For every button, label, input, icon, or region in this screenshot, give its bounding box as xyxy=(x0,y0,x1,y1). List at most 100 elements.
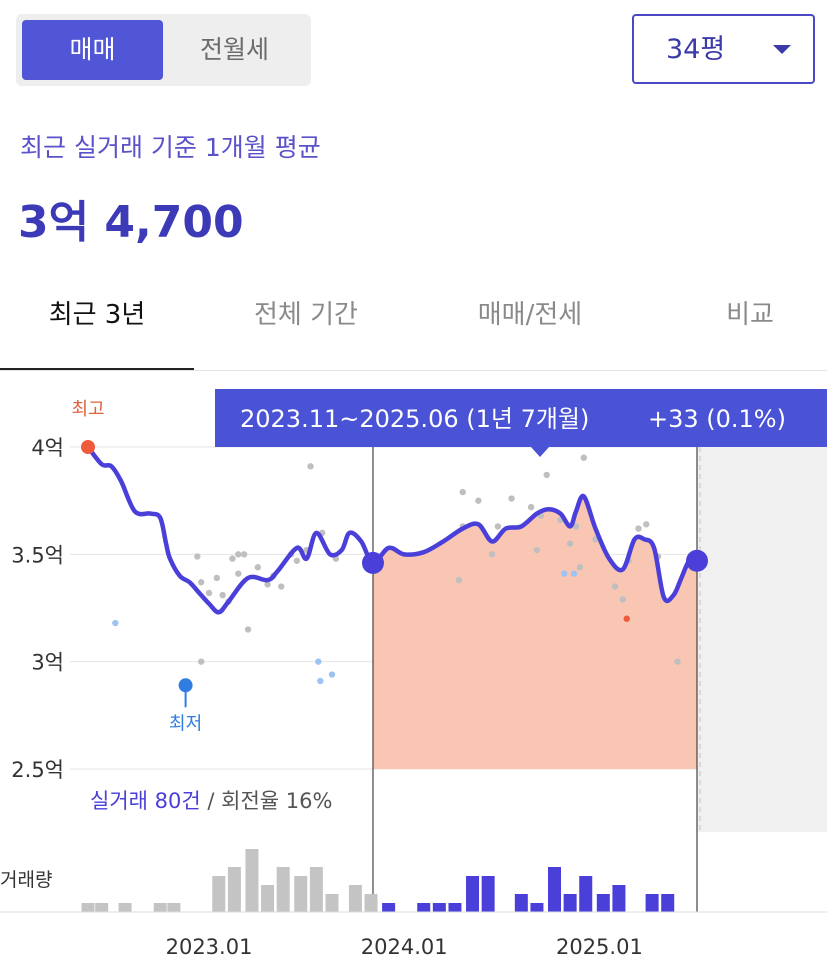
volume-bar xyxy=(309,867,323,912)
volume-bar xyxy=(276,867,290,912)
trade-dot xyxy=(229,555,236,562)
volume-bar xyxy=(294,876,308,912)
turnover-rate: 회전율 16% xyxy=(221,789,332,813)
trade-dot-low xyxy=(328,671,336,678)
rent-tab-button[interactable]: 전월세 xyxy=(199,35,269,64)
y-tick-label: 2.5억 xyxy=(11,758,64,782)
volume-bar xyxy=(466,876,480,912)
range-tooltip-change: +33 (0.1%) xyxy=(648,405,786,433)
tab-all-period[interactable]: 전체 기간 xyxy=(254,300,358,330)
trade-dot-low xyxy=(561,570,568,577)
trade-dot xyxy=(576,564,584,571)
trade-stats-separator: / xyxy=(201,789,221,813)
trade-dot xyxy=(508,495,515,502)
trade-dot xyxy=(494,523,502,530)
volume-bar xyxy=(382,903,396,912)
trade-dot-low xyxy=(570,570,578,577)
trade-dot xyxy=(459,488,466,496)
tab-sale-jeonse[interactable]: 매매/전세 xyxy=(477,300,583,330)
trade-dot-low xyxy=(315,658,322,665)
trade-dot xyxy=(475,497,482,504)
summary-label: 최근 실거래 기준 1개월 평균 xyxy=(20,133,321,162)
range-tooltip-period: 2023.11~2025.06 (1년 7개월) xyxy=(240,405,589,433)
tab-divider xyxy=(0,370,827,371)
volume-bar xyxy=(364,894,378,912)
volume-bar xyxy=(245,849,259,912)
trade-dot xyxy=(240,551,248,558)
trade-dot xyxy=(198,658,205,665)
range-tooltip-box xyxy=(215,389,827,447)
active-tab-indicator xyxy=(0,368,194,371)
volume-bar xyxy=(212,876,226,912)
x-tick-label: 2024.01 xyxy=(361,935,448,959)
price-chart[interactable]: 4억 3.5억 3억 2.5억 최고 최저 2023.11~2025.06 (1년 7… xyxy=(0,372,827,975)
trade-dot xyxy=(219,591,226,599)
trade-dot xyxy=(198,579,205,586)
high-marker: 최고 xyxy=(71,399,105,454)
future-shade xyxy=(697,447,827,832)
volume-bar xyxy=(118,903,132,912)
tab-recent-3y[interactable]: 최근 3년 xyxy=(48,300,146,330)
tab-compare[interactable]: 비교 xyxy=(726,300,774,330)
volume-bar xyxy=(348,885,362,912)
volume-label: 거래량 xyxy=(0,869,52,891)
trade-dot xyxy=(264,581,271,588)
volume-bar xyxy=(448,903,462,912)
volume-bar xyxy=(514,894,528,912)
range-end-handle[interactable] xyxy=(686,549,708,572)
volume-bar xyxy=(432,903,446,912)
trade-dot xyxy=(611,583,619,590)
volume-bar xyxy=(167,903,181,912)
volume-bar xyxy=(81,903,95,912)
y-tick-label: 4억 xyxy=(31,436,64,460)
chevron-down-icon xyxy=(773,45,791,54)
trade-dot-low xyxy=(112,619,119,627)
trade-dot-high xyxy=(623,615,630,622)
period-tabs: 최근 3년 전체 기간 매매/전세 비교 xyxy=(0,280,827,372)
volume-bar xyxy=(579,876,593,912)
trade-dot xyxy=(278,583,285,590)
trade-dot xyxy=(572,523,580,530)
volume-bar xyxy=(563,894,577,912)
area-select[interactable]: 34평 xyxy=(632,14,815,84)
volume-bar xyxy=(596,894,610,912)
volume-bar xyxy=(548,867,562,912)
volume-bar xyxy=(417,903,431,912)
volume-bar xyxy=(645,894,659,912)
trade-dot xyxy=(580,454,587,461)
trade-dot xyxy=(307,463,314,470)
trade-dot xyxy=(213,574,221,582)
trade-count: 실거래 80건 xyxy=(90,789,201,813)
trade-dot xyxy=(194,553,201,560)
high-label: 최고 xyxy=(71,399,104,420)
trade-dot xyxy=(619,596,627,603)
trade-dot xyxy=(674,658,681,665)
volume-bar xyxy=(661,894,675,912)
volume-bar xyxy=(153,903,167,912)
range-area xyxy=(372,495,697,769)
trade-dot xyxy=(488,551,496,558)
trade-dot xyxy=(566,540,574,547)
x-tick-label: 2025.01 xyxy=(556,935,643,959)
trade-dot xyxy=(244,626,252,633)
trade-dot xyxy=(533,546,541,554)
sale-tab-button[interactable]: 매매 xyxy=(22,20,163,80)
volume-bar xyxy=(530,903,544,912)
y-axis: 4억 3.5억 3억 2.5억 xyxy=(11,436,64,782)
y-tick-label: 3억 xyxy=(31,651,64,675)
trade-stats: 실거래 80건 / 회전율 16% xyxy=(90,789,332,813)
x-axis: 2023.01 2024.01 2025.01 xyxy=(166,935,643,959)
high-point xyxy=(81,440,95,454)
trade-dot xyxy=(205,589,213,597)
volume-bars xyxy=(81,849,675,912)
range-start-handle[interactable] xyxy=(361,551,384,574)
volume-bar xyxy=(227,867,241,912)
trade-dot xyxy=(527,503,535,511)
area-select-value: 34평 xyxy=(666,34,726,65)
volume-bar xyxy=(325,894,339,912)
trade-dot xyxy=(235,570,242,577)
trade-type-toggle: 매매 전월세 xyxy=(16,14,311,86)
x-tick-label: 2023.01 xyxy=(166,935,253,959)
range-tooltip: 2023.11~2025.06 (1년 7개월) +33 (0.1%) xyxy=(215,389,827,457)
volume-bar xyxy=(481,876,495,912)
